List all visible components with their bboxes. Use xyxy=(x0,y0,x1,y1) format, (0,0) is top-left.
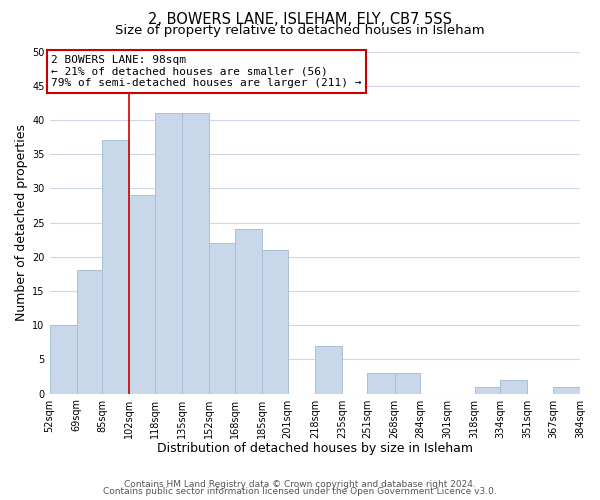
Bar xyxy=(500,380,527,394)
Text: Contains public sector information licensed under the Open Government Licence v3: Contains public sector information licen… xyxy=(103,487,497,496)
Bar xyxy=(209,243,235,394)
Text: Contains HM Land Registry data © Crown copyright and database right 2024.: Contains HM Land Registry data © Crown c… xyxy=(124,480,476,489)
Bar xyxy=(102,140,130,394)
Bar xyxy=(77,270,102,394)
Bar xyxy=(155,113,182,394)
Bar xyxy=(395,373,420,394)
X-axis label: Distribution of detached houses by size in Isleham: Distribution of detached houses by size … xyxy=(157,442,473,455)
Text: 2 BOWERS LANE: 98sqm
← 21% of detached houses are smaller (56)
79% of semi-detac: 2 BOWERS LANE: 98sqm ← 21% of detached h… xyxy=(51,55,362,88)
Bar xyxy=(235,230,262,394)
Bar xyxy=(553,387,580,394)
Bar xyxy=(182,113,209,394)
Text: Size of property relative to detached houses in Isleham: Size of property relative to detached ho… xyxy=(115,24,485,37)
Y-axis label: Number of detached properties: Number of detached properties xyxy=(15,124,28,321)
Bar xyxy=(367,373,395,394)
Bar xyxy=(130,195,155,394)
Bar xyxy=(262,250,287,394)
Text: 2, BOWERS LANE, ISLEHAM, ELY, CB7 5SS: 2, BOWERS LANE, ISLEHAM, ELY, CB7 5SS xyxy=(148,12,452,28)
Bar xyxy=(315,346,342,394)
Bar xyxy=(475,387,500,394)
Bar xyxy=(50,325,77,394)
